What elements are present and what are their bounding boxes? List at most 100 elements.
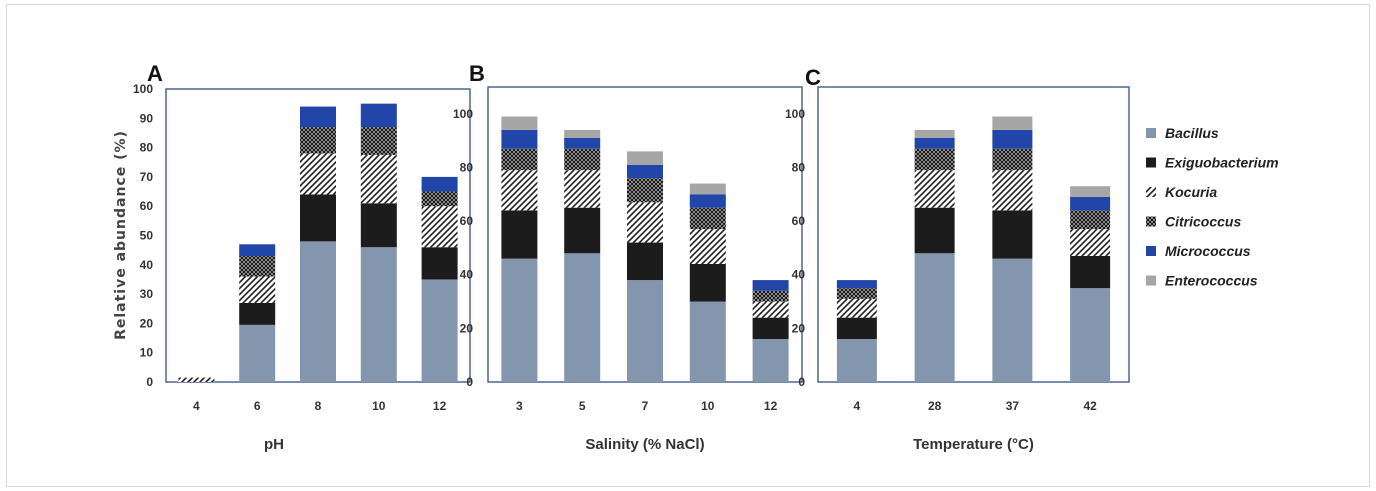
y-tick-label: 0 — [798, 375, 805, 389]
y-tick-label: 30 — [140, 287, 154, 301]
bar-segment-kocuria — [178, 377, 215, 382]
bar-segment-citricoccus — [992, 148, 1033, 171]
y-tick-label: 0 — [146, 375, 153, 389]
bar-segment-bacillus — [689, 301, 726, 382]
bar-segment-kocuria — [360, 154, 397, 204]
x-tick-label: 8 — [315, 399, 322, 413]
bar-segment-micrococcus — [627, 164, 663, 179]
bar-segment-kocuria — [1070, 229, 1111, 256]
bar-segment-micrococcus — [564, 137, 601, 149]
x-tick-label: 5 — [579, 399, 586, 413]
bar-segment-bacillus — [992, 258, 1033, 382]
x-axis-title: pH — [264, 436, 284, 453]
x-tick-label: 6 — [254, 399, 261, 413]
bar-segment-kocuria — [752, 301, 789, 318]
x-tick-label: 12 — [433, 399, 447, 413]
y-tick-label: 90 — [140, 111, 154, 125]
bar-segment-exiguobacterium — [421, 247, 458, 280]
legend-swatch-bacillus — [1146, 128, 1156, 138]
bar-segment-bacillus — [421, 279, 458, 382]
bar-segment-kocuria — [564, 170, 601, 208]
x-tick-label: 12 — [764, 399, 778, 413]
y-tick-label: 100 — [133, 82, 153, 96]
bar-segment-bacillus — [627, 280, 663, 382]
bar-segment-kocuria — [239, 276, 276, 303]
bar-segment-bacillus — [501, 258, 538, 382]
y-tick-label: 50 — [140, 229, 154, 243]
legend-swatch-exiguobacterium — [1146, 157, 1156, 168]
legend-label-kocuria: Kocuria — [1165, 184, 1217, 200]
bar-segment-micrococcus — [421, 176, 458, 192]
bar-segment-exiguobacterium — [239, 302, 276, 325]
bar-segment-citricoccus — [836, 288, 877, 299]
y-tick-label: 100 — [453, 107, 473, 121]
bar-segment-enterococcus — [992, 116, 1033, 130]
bar-segment-bacillus — [300, 241, 336, 382]
x-tick-label: 7 — [642, 399, 649, 413]
legend-swatch-citricoccus — [1146, 216, 1156, 227]
legend-swatch-kocuria — [1146, 187, 1156, 197]
bar-segment-exiguobacterium — [836, 317, 877, 340]
bar-segment-micrococcus — [914, 137, 955, 149]
bar-segment-exiguobacterium — [300, 194, 336, 242]
bar-segment-citricoccus — [239, 256, 276, 277]
legend-swatch-enterococcus — [1146, 275, 1156, 286]
bar-segment-citricoccus — [627, 178, 663, 203]
x-tick-label: 4 — [854, 399, 861, 413]
bar-segment-kocuria — [992, 170, 1033, 211]
y-tick-label: 0 — [466, 375, 473, 389]
y-tick-label: 60 — [140, 199, 154, 213]
y-tick-label: 70 — [140, 170, 154, 184]
bar-segment-micrococcus — [360, 103, 397, 128]
bar-segment-exiguobacterium — [689, 264, 726, 302]
y-tick-label: 60 — [460, 214, 474, 228]
bar-segment-exiguobacterium — [360, 203, 397, 248]
legend: Bacillus Exiguobacterium Kocuria Citricoccu… — [1146, 125, 1279, 289]
bar-segment-exiguobacterium — [914, 207, 955, 254]
y-tick-label: 40 — [792, 268, 806, 282]
bar-segment-citricoccus — [564, 148, 601, 171]
x-axis-title: Salinity (% NaCl) — [585, 436, 704, 453]
bar-segment-exiguobacterium — [501, 210, 538, 259]
bar-segment-bacillus — [360, 247, 397, 382]
y-tick-label: 100 — [785, 107, 805, 121]
bar-segment-citricoccus — [421, 191, 458, 207]
x-tick-label: 4 — [193, 399, 200, 413]
legend-label-exiguobacterium: Exiguobacterium — [1165, 155, 1279, 171]
y-tick-label: 60 — [792, 214, 806, 228]
bar-segment-bacillus — [1070, 288, 1111, 382]
bar-segment-enterococcus — [501, 116, 538, 130]
bar-segment-enterococcus — [627, 151, 663, 165]
legend-label-citricoccus: Citricoccus — [1165, 214, 1241, 230]
bar-segment-kocuria — [300, 153, 336, 195]
y-tick-label: 80 — [460, 160, 474, 174]
bar-segment-citricoccus — [1070, 210, 1111, 230]
panel-a: 0 10 20 30 40 50 60 70 80 90 100 4 6 8 10 12 pH Relative … — [113, 61, 471, 453]
bar-segment-exiguobacterium — [752, 317, 789, 340]
bar-segment-bacillus — [752, 339, 789, 382]
bar-segment-bacillus — [914, 253, 955, 382]
panel-b: 0 20 40 60 80 100 3 5 7 10 12 Salinity (% NaCl) B — [453, 61, 803, 453]
x-tick-label: 10 — [701, 399, 715, 413]
y-tick-label: 20 — [460, 321, 474, 335]
x-tick-label: 42 — [1083, 399, 1097, 413]
bar-segment-enterococcus — [689, 183, 726, 195]
bar-segment-bacillus — [836, 339, 877, 382]
bar-segment-micrococcus — [300, 106, 336, 128]
bar-segment-exiguobacterium — [564, 207, 601, 254]
x-axis-title: Temperature (°C) — [913, 436, 1034, 453]
bar-segment-kocuria — [689, 229, 726, 264]
bar-segment-enterococcus — [914, 129, 955, 138]
y-tick-label: 20 — [140, 316, 154, 330]
bar-segment-exiguobacterium — [1070, 255, 1111, 289]
y-tick-label: 80 — [792, 160, 806, 174]
bar-segment-enterococcus — [564, 129, 601, 138]
legend-label-micrococcus: Micrococcus — [1165, 243, 1251, 259]
y-tick-label: 80 — [140, 141, 154, 155]
panel-label: C — [805, 65, 821, 90]
bar-segment-kocuria — [501, 170, 538, 211]
y-tick-label: 40 — [140, 258, 154, 272]
bar-segment-citricoccus — [360, 127, 397, 155]
